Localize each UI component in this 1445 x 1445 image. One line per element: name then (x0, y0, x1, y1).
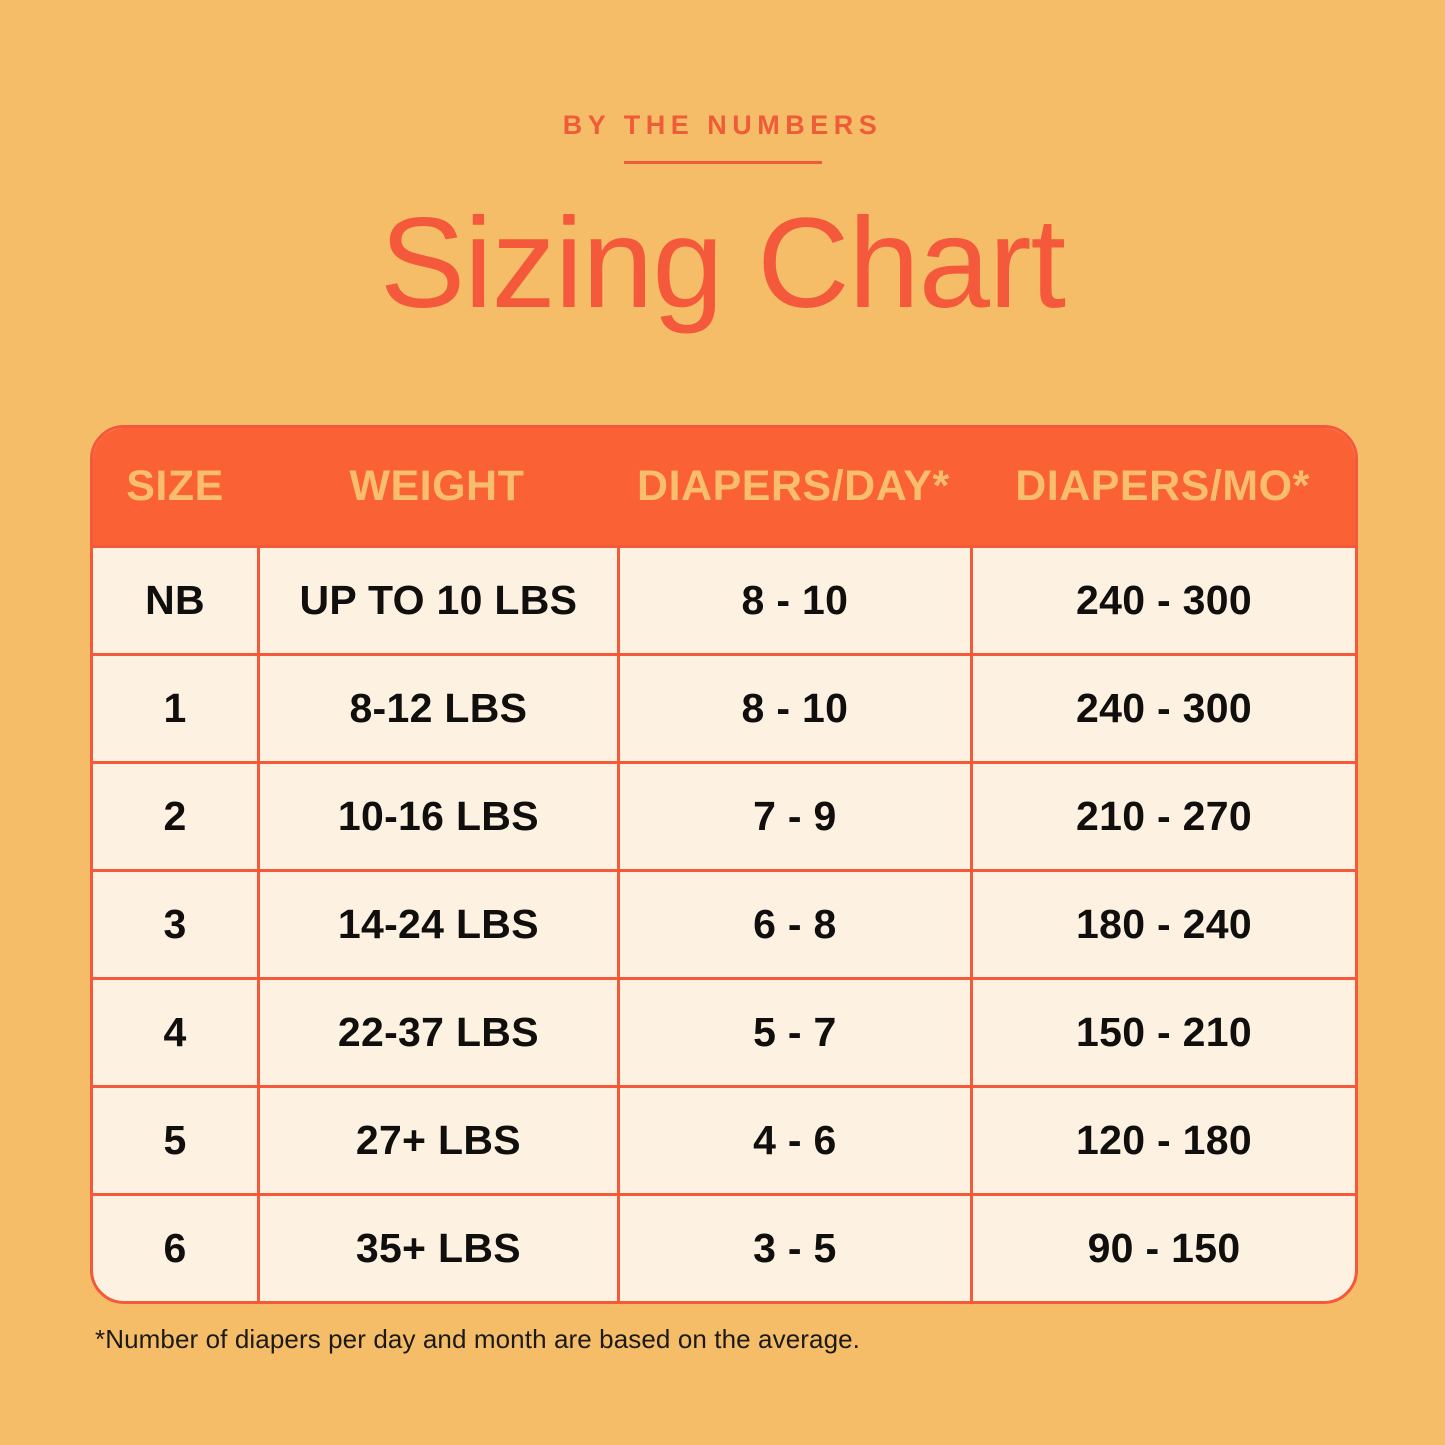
column-header-weight: WEIGHT (349, 462, 525, 510)
table-row: NB UP TO 10 LBS 8 - 10 240 - 300 (93, 545, 1355, 653)
cell-size: 1 (93, 653, 258, 761)
cell-diapers-day: 8 - 10 (616, 653, 971, 761)
cell-size: 4 (93, 977, 258, 1085)
cell-diapers-day: 7 - 9 (616, 761, 971, 869)
cell-size: NB (93, 545, 258, 653)
cell-diapers-mo: 210 - 270 (970, 761, 1355, 869)
cell-diapers-day: 3 - 5 (616, 1193, 971, 1301)
column-header-diapers-mo: DIAPERS/MO* (1015, 462, 1310, 510)
cell-diapers-day: 4 - 6 (616, 1085, 971, 1193)
kicker-divider (623, 161, 822, 164)
cell-weight: 10-16 LBS (257, 761, 617, 869)
table-row: 3 14-24 LBS 6 - 8 180 - 240 (93, 869, 1355, 977)
cell-weight: 8-12 LBS (257, 653, 617, 761)
cell-size: 3 (93, 869, 258, 977)
cell-weight: 22-37 LBS (257, 977, 617, 1085)
column-header-size: SIZE (126, 462, 224, 510)
table-row: 4 22-37 LBS 5 - 7 150 - 210 (93, 977, 1355, 1085)
table-row: 6 35+ LBS 3 - 5 90 - 150 (93, 1193, 1355, 1301)
cell-diapers-day: 8 - 10 (616, 545, 971, 653)
table-row: 1 8-12 LBS 8 - 10 240 - 300 (93, 653, 1355, 761)
cell-diapers-mo: 120 - 180 (970, 1085, 1355, 1193)
cell-size: 2 (93, 761, 258, 869)
page-title: Sizing Chart (379, 192, 1066, 335)
cell-diapers-mo: 240 - 300 (970, 545, 1355, 653)
cell-size: 6 (93, 1193, 258, 1301)
table-row: 2 10-16 LBS 7 - 9 210 - 270 (93, 761, 1355, 869)
table-row: 5 27+ LBS 4 - 6 120 - 180 (93, 1085, 1355, 1193)
cell-diapers-day: 6 - 8 (616, 869, 971, 977)
cell-diapers-mo: 180 - 240 (970, 869, 1355, 977)
cell-weight: 27+ LBS (257, 1085, 617, 1193)
cell-diapers-mo: 150 - 210 (970, 977, 1355, 1085)
cell-weight: 14-24 LBS (257, 869, 617, 977)
cell-size: 5 (93, 1085, 258, 1193)
column-header-diapers-day: DIAPERS/DAY* (637, 462, 950, 510)
footnote-text: *Number of diapers per day and month are… (95, 1324, 861, 1354)
cell-diapers-day: 5 - 7 (616, 977, 971, 1085)
table-header-row: SIZE WEIGHT DIAPERS/DAY* DIAPERS/MO* (93, 428, 1355, 545)
page-header: BY THE NUMBERS Sizing Chart (0, 112, 1445, 339)
cell-diapers-mo: 90 - 150 (970, 1193, 1355, 1301)
sizing-table: SIZE WEIGHT DIAPERS/DAY* DIAPERS/MO* NB … (90, 425, 1358, 1304)
cell-diapers-mo: 240 - 300 (970, 653, 1355, 761)
cell-weight: UP TO 10 LBS (257, 545, 617, 653)
kicker-label: BY THE NUMBERS (562, 110, 883, 140)
cell-weight: 35+ LBS (257, 1193, 617, 1301)
